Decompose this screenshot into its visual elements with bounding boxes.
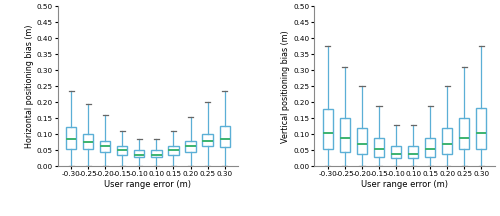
PathPatch shape [220,126,230,147]
PathPatch shape [186,141,196,152]
X-axis label: User range error (m): User range error (m) [104,180,192,189]
PathPatch shape [134,150,144,157]
PathPatch shape [408,146,418,158]
PathPatch shape [391,146,401,158]
PathPatch shape [168,146,178,155]
Y-axis label: Horizontal positioning bias (m): Horizontal positioning bias (m) [24,25,34,148]
Y-axis label: Vertical positioning bias (m): Vertical positioning bias (m) [282,30,290,143]
PathPatch shape [66,127,76,149]
PathPatch shape [476,108,486,149]
PathPatch shape [340,118,350,152]
PathPatch shape [442,128,452,154]
PathPatch shape [152,150,162,157]
X-axis label: User range error (m): User range error (m) [361,180,448,189]
PathPatch shape [357,128,367,154]
PathPatch shape [83,134,94,149]
PathPatch shape [100,141,110,152]
PathPatch shape [374,138,384,157]
PathPatch shape [117,146,128,155]
PathPatch shape [425,138,436,157]
PathPatch shape [459,118,469,149]
PathPatch shape [322,109,333,149]
PathPatch shape [202,134,212,146]
